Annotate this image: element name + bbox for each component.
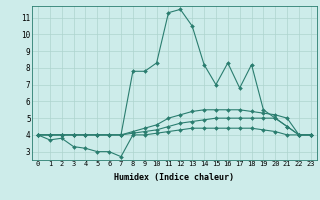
X-axis label: Humidex (Indice chaleur): Humidex (Indice chaleur) <box>115 173 234 182</box>
